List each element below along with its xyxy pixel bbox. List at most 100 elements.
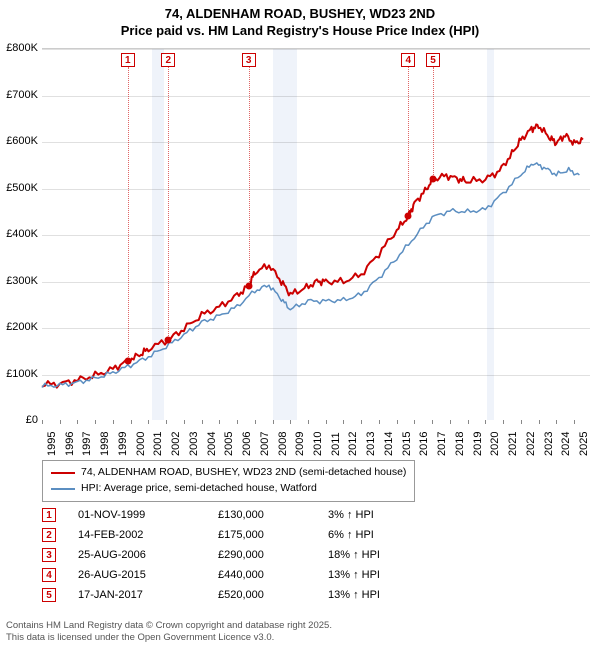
x-tick xyxy=(468,420,469,424)
gridline xyxy=(42,96,590,97)
x-tick xyxy=(131,420,132,424)
x-tick xyxy=(450,420,451,424)
sales-table: 101-NOV-1999£130,0003% ↑ HPI214-FEB-2002… xyxy=(42,505,428,605)
x-tick xyxy=(343,420,344,424)
x-axis-label: 2003 xyxy=(188,432,200,456)
y-axis-label: £300K xyxy=(0,275,38,287)
sales-row-hpi: 13% ↑ HPI xyxy=(328,589,428,601)
x-tick xyxy=(113,420,114,424)
sales-row-price: £130,000 xyxy=(218,509,328,521)
x-tick xyxy=(414,420,415,424)
x-tick xyxy=(574,420,575,424)
sales-row-hpi: 3% ↑ HPI xyxy=(328,509,428,521)
sales-row-price: £175,000 xyxy=(218,529,328,541)
x-tick xyxy=(379,420,380,424)
y-axis-label: £100K xyxy=(0,368,38,380)
sales-row-date: 14-FEB-2002 xyxy=(78,529,218,541)
x-tick xyxy=(485,420,486,424)
sale-marker-dot xyxy=(430,176,437,183)
y-axis-label: £600K xyxy=(0,135,38,147)
x-tick xyxy=(219,420,220,424)
x-tick xyxy=(397,420,398,424)
legend-row-0: 74, ALDENHAM ROAD, BUSHEY, WD23 2ND (sem… xyxy=(51,465,406,481)
x-tick xyxy=(166,420,167,424)
x-axis-label: 1996 xyxy=(64,432,76,456)
gridline xyxy=(42,189,590,190)
title-line-2: Price paid vs. HM Land Registry's House … xyxy=(0,23,600,40)
x-tick xyxy=(521,420,522,424)
x-axis-label: 2015 xyxy=(401,432,413,456)
x-axis-label: 2018 xyxy=(454,432,466,456)
x-axis-label: 2005 xyxy=(223,432,235,456)
y-axis-label: £200K xyxy=(0,321,38,333)
sale-marker-rule xyxy=(168,67,169,340)
y-axis-label: £700K xyxy=(0,89,38,101)
sales-row-hpi: 13% ↑ HPI xyxy=(328,569,428,581)
x-axis-label: 1999 xyxy=(117,432,129,456)
y-axis-label: £500K xyxy=(0,182,38,194)
sales-row: 4 26-AUG-2015£440,00013% ↑ HPI xyxy=(42,565,428,585)
sale-marker-rule xyxy=(128,67,129,361)
sale-marker-dot xyxy=(124,357,131,364)
x-axis-label: 2010 xyxy=(312,432,324,456)
x-axis-label: 2012 xyxy=(347,432,359,456)
x-tick xyxy=(95,420,96,424)
x-axis-label: 2007 xyxy=(259,432,271,456)
gridline xyxy=(42,142,590,143)
sales-row: 5 17-JAN-2017£520,00013% ↑ HPI xyxy=(42,585,428,605)
title-line-1: 74, ALDENHAM ROAD, BUSHEY, WD23 2ND xyxy=(0,6,600,23)
x-axis-label: 2001 xyxy=(152,432,164,456)
x-tick xyxy=(503,420,504,424)
x-tick xyxy=(273,420,274,424)
x-tick xyxy=(148,420,149,424)
series-line xyxy=(42,124,583,387)
x-axis-label: 2022 xyxy=(525,432,537,456)
sale-marker-box: 4 xyxy=(401,53,415,67)
sales-row-marker: 3 xyxy=(42,548,56,562)
x-axis-label: 2016 xyxy=(418,432,430,456)
sale-marker-dot xyxy=(405,213,412,220)
x-tick xyxy=(237,420,238,424)
y-axis-label: £800K xyxy=(0,42,38,54)
sales-row-marker: 4 xyxy=(42,568,56,582)
x-tick xyxy=(60,420,61,424)
sales-row: 214-FEB-2002£175,0006% ↑ HPI xyxy=(42,525,428,545)
footer: Contains HM Land Registry data © Crown c… xyxy=(6,620,332,644)
legend: 74, ALDENHAM ROAD, BUSHEY, WD23 2ND (sem… xyxy=(42,460,415,502)
legend-swatch-1 xyxy=(51,488,75,490)
x-axis-label: 2000 xyxy=(135,432,147,456)
x-axis-label: 1995 xyxy=(46,432,58,456)
y-axis-label: £400K xyxy=(0,228,38,240)
sales-row-price: £440,000 xyxy=(218,569,328,581)
sales-row-hpi: 18% ↑ HPI xyxy=(328,549,428,561)
series-line xyxy=(42,163,579,388)
legend-row-1: HPI: Average price, semi-detached house,… xyxy=(51,481,406,497)
x-axis-label: 2025 xyxy=(578,432,590,456)
sale-marker-rule xyxy=(408,67,409,216)
sale-marker-rule xyxy=(433,67,434,179)
x-tick xyxy=(361,420,362,424)
x-axis-label: 2006 xyxy=(241,432,253,456)
chart-area: 12345 £0£100K£200K£300K£400K£500K£600K£7… xyxy=(42,48,590,420)
gridline xyxy=(42,328,590,329)
x-axis-label: 2024 xyxy=(560,432,572,456)
sales-row-marker: 5 xyxy=(42,588,56,602)
x-tick xyxy=(326,420,327,424)
x-tick xyxy=(77,420,78,424)
sale-marker-box: 2 xyxy=(161,53,175,67)
footer-line-1: Contains HM Land Registry data © Crown c… xyxy=(6,620,332,632)
x-tick xyxy=(556,420,557,424)
x-axis-label: 1997 xyxy=(81,432,93,456)
x-tick xyxy=(255,420,256,424)
sales-row-price: £520,000 xyxy=(218,589,328,601)
sales-row-date: 17-JAN-2017 xyxy=(78,589,218,601)
gridline xyxy=(42,282,590,283)
sales-row-date: 01-NOV-1999 xyxy=(78,509,218,521)
x-axis-label: 2021 xyxy=(507,432,519,456)
x-axis-label: 2017 xyxy=(436,432,448,456)
legend-label-1: HPI: Average price, semi-detached house,… xyxy=(81,481,317,497)
sales-row-date: 26-AUG-2015 xyxy=(78,569,218,581)
sale-marker-dot xyxy=(165,336,172,343)
x-axis-label: 2019 xyxy=(472,432,484,456)
sales-row-hpi: 6% ↑ HPI xyxy=(328,529,428,541)
